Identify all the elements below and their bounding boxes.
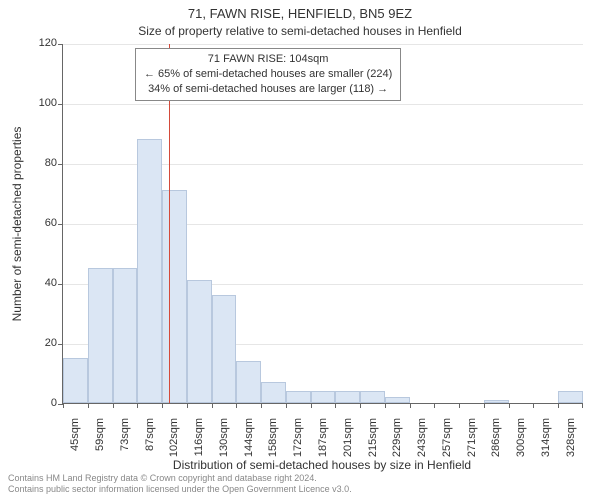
callout-line: 34% of semi-detached houses are larger (… xyxy=(144,82,392,97)
x-tick xyxy=(360,403,361,408)
histogram-bar xyxy=(484,400,509,403)
y-tick xyxy=(58,164,63,165)
attribution-line: Contains HM Land Registry data © Crown c… xyxy=(8,473,352,485)
callout-line: ← 65% of semi-detached houses are smalle… xyxy=(144,67,392,82)
histogram-bar xyxy=(187,280,212,403)
y-tick-label: 0 xyxy=(27,397,57,409)
x-tick xyxy=(385,403,386,408)
marker-callout: 71 FAWN RISE: 104sqm← 65% of semi-detach… xyxy=(135,48,401,101)
y-tick-label: 60 xyxy=(27,217,57,229)
x-tick xyxy=(459,403,460,408)
x-tick xyxy=(582,403,583,408)
callout-line: 71 FAWN RISE: 104sqm xyxy=(144,52,392,67)
histogram-bar xyxy=(63,358,88,403)
x-tick xyxy=(558,403,559,408)
gridline xyxy=(63,44,583,45)
histogram-bar xyxy=(88,268,113,403)
histogram-bar xyxy=(311,391,336,403)
histogram-bar xyxy=(261,382,286,403)
y-tick xyxy=(58,224,63,225)
x-tick xyxy=(311,403,312,408)
attribution-line: Contains public sector information licen… xyxy=(8,484,352,496)
gridline xyxy=(63,104,583,105)
x-tick xyxy=(261,403,262,408)
y-tick-label: 120 xyxy=(27,37,57,49)
y-axis-label: Number of semi-detached properties xyxy=(10,44,26,404)
histogram-bar xyxy=(162,190,187,403)
page-root: 71, FAWN RISE, HENFIELD, BN5 9EZ Size of… xyxy=(0,0,600,500)
x-tick xyxy=(113,403,114,408)
histogram-bar xyxy=(137,139,162,403)
histogram-bar xyxy=(558,391,583,403)
y-tick-label: 80 xyxy=(27,157,57,169)
y-tick xyxy=(58,344,63,345)
page-title: 71, FAWN RISE, HENFIELD, BN5 9EZ xyxy=(0,6,600,21)
x-tick xyxy=(410,403,411,408)
x-axis-label: Distribution of semi-detached houses by … xyxy=(62,458,582,472)
histogram-bar xyxy=(113,268,138,403)
histogram-bar xyxy=(385,397,410,403)
attribution-text: Contains HM Land Registry data © Crown c… xyxy=(8,473,352,496)
histogram-bar xyxy=(360,391,385,403)
y-tick xyxy=(58,284,63,285)
y-tick-label: 100 xyxy=(27,97,57,109)
x-tick xyxy=(286,403,287,408)
x-tick xyxy=(63,403,64,408)
x-tick xyxy=(434,403,435,408)
x-tick xyxy=(335,403,336,408)
histogram-chart: 02040608010012045sqm59sqm73sqm87sqm102sq… xyxy=(62,44,582,404)
histogram-bar xyxy=(236,361,261,403)
x-tick xyxy=(88,403,89,408)
y-tick-label: 40 xyxy=(27,277,57,289)
x-tick xyxy=(212,403,213,408)
histogram-bar xyxy=(286,391,311,403)
histogram-bar xyxy=(212,295,237,403)
x-tick xyxy=(137,403,138,408)
page-subtitle: Size of property relative to semi-detach… xyxy=(0,24,600,38)
x-tick xyxy=(533,403,534,408)
x-tick xyxy=(236,403,237,408)
plot-area: 02040608010012045sqm59sqm73sqm87sqm102sq… xyxy=(62,44,582,404)
histogram-bar xyxy=(335,391,360,403)
y-tick xyxy=(58,44,63,45)
x-tick xyxy=(162,403,163,408)
y-tick xyxy=(58,104,63,105)
x-tick xyxy=(509,403,510,408)
x-tick xyxy=(484,403,485,408)
y-tick-label: 20 xyxy=(27,337,57,349)
x-tick xyxy=(187,403,188,408)
